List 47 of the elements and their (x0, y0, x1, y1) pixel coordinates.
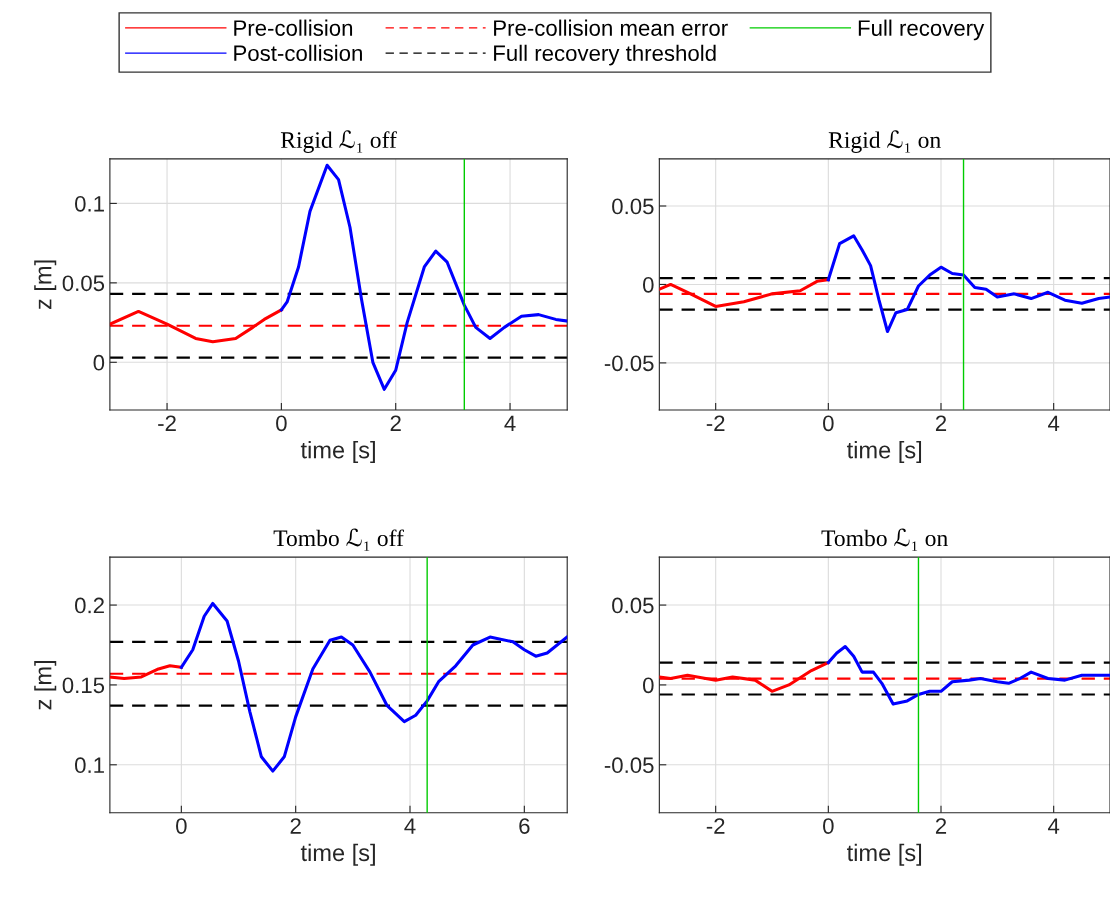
chart-title: Rigid ℒ₁ off (280, 130, 397, 153)
line-series (179, 601, 568, 773)
x-axis-title: time [s] (300, 843, 375, 866)
y-tick-label: 0.2 (75, 597, 104, 614)
legend-label: Full recovery (858, 19, 985, 41)
y-tick-label: 0 (642, 677, 654, 694)
line-series (279, 163, 568, 391)
x-tick-label: 2 (290, 818, 301, 834)
y-tick-label: 0 (642, 276, 654, 293)
y-tick-label: 0.05 (612, 597, 654, 614)
x-axis-title: time [s] (846, 441, 922, 464)
line-series (826, 234, 1110, 334)
legend-label: Pre-collision mean error (494, 19, 728, 36)
x-tick-label: 6 (519, 818, 530, 834)
x-tick-label: 2 (935, 415, 947, 431)
y-axis-title: z [m] (34, 661, 57, 710)
legend-label: Pre-collision (234, 19, 353, 36)
y-tick-label: -0.05 (604, 757, 654, 774)
x-axis-title: time [s] (300, 441, 375, 464)
chart-title: Tombo ℒ₁ off (273, 528, 404, 551)
x-tick-label: -2 (158, 415, 176, 431)
x-tick-label: 4 (504, 415, 516, 431)
y-tick-label: 0.05 (612, 198, 654, 215)
x-tick-label: 0 (176, 818, 187, 834)
x-axis-title: time [s] (846, 843, 922, 866)
y-tick-label: 0 (93, 354, 105, 371)
line-series (826, 645, 1110, 706)
x-tick-label: 0 (823, 415, 834, 432)
x-tick-label: 0 (823, 818, 834, 834)
y-tick-label: 0.1 (75, 195, 104, 212)
x-tick-label: 4 (404, 818, 416, 834)
y-axis-title: z [m] (34, 260, 57, 310)
x-tick-label: -2 (706, 818, 725, 834)
chart-title: Tombo ℒ₁ on (821, 528, 948, 551)
x-tick-label: 2 (390, 415, 401, 431)
x-tick-label: 4 (1048, 415, 1060, 431)
x-tick-label: 2 (935, 818, 947, 834)
x-tick-label: -2 (706, 415, 725, 431)
x-tick-label: 4 (1048, 818, 1060, 834)
legend-label: Full recovery threshold (494, 44, 716, 66)
y-tick-label: 0.1 (75, 757, 104, 774)
chart-title: Rigid ℒ₁ on (828, 130, 941, 153)
legend-label: Post-collision (234, 44, 362, 62)
y-tick-label: 0.15 (62, 677, 105, 694)
y-tick-label: 0.05 (62, 275, 105, 292)
y-tick-label: -0.05 (604, 355, 654, 372)
x-tick-label: 0 (276, 415, 287, 432)
